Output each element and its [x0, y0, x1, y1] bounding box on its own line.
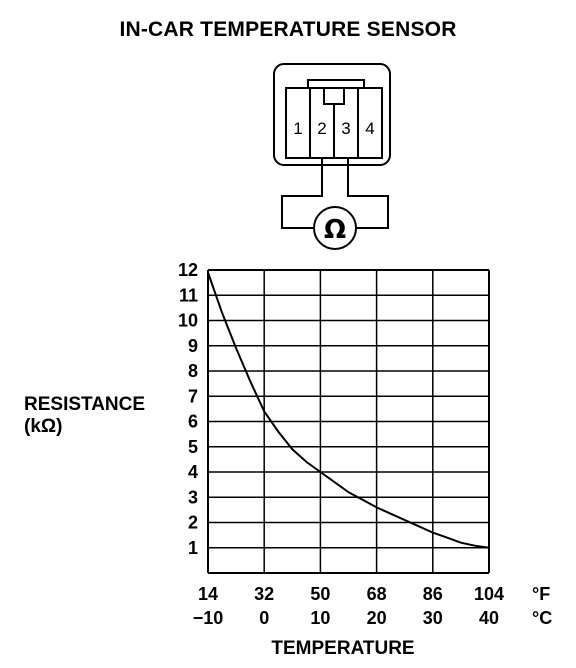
- resistance-curve: [207, 272, 490, 549]
- y-tick-label: 2: [188, 513, 198, 533]
- y-tick-label: 5: [188, 437, 198, 457]
- pin-label-3: 3: [341, 119, 350, 138]
- y-tick-label: 8: [188, 361, 198, 381]
- y-tick-label: 9: [188, 336, 198, 356]
- x-tick-labels: 14 −10 32 0 50 10 68 20 86 30 104 40: [193, 584, 504, 628]
- ohmmeter-symbol: Ω: [324, 215, 346, 245]
- y-axis-title-line1: RESISTANCE: [24, 394, 145, 415]
- y-tick-label: 1: [188, 538, 198, 558]
- y-tick-label: 3: [188, 487, 198, 507]
- x-tick-label-celsius: 0: [259, 608, 269, 628]
- pin-label-2: 2: [317, 119, 326, 138]
- y-tick-label: 7: [188, 386, 198, 406]
- connector-diagram: [273, 63, 391, 250]
- x-tick-label-fahrenheit: 50: [310, 584, 330, 604]
- pin-label-4: 4: [365, 119, 374, 138]
- x-tick-label-fahrenheit: 68: [367, 584, 387, 604]
- y-tick-label: 4: [188, 462, 198, 482]
- x-tick-label-celsius: 40: [479, 608, 499, 628]
- chart-grid: [207, 269, 490, 574]
- test-lead-right: [347, 158, 389, 229]
- y-tick-label: 6: [188, 412, 198, 432]
- x-tick-label-celsius: −10: [193, 608, 224, 628]
- y-axis-title-line2: (kΩ): [24, 416, 62, 437]
- ohmmeter-icon: [313, 206, 357, 250]
- x-axis-title: TEMPERATURE: [271, 638, 414, 659]
- x-tick-label-fahrenheit: 104: [474, 584, 504, 604]
- y-tick-label: 12: [178, 260, 198, 280]
- pin-label-1: 1: [293, 119, 302, 138]
- x-tick-label-celsius: 10: [310, 608, 330, 628]
- x-unit-celsius: °C: [532, 608, 552, 628]
- connector-latch: [307, 79, 365, 88]
- x-unit-fahrenheit: °F: [532, 584, 550, 604]
- x-tick-label-fahrenheit: 14: [198, 584, 218, 604]
- page-title: IN-CAR TEMPERATURE SENSOR: [119, 18, 457, 41]
- x-tick-label-celsius: 30: [423, 608, 443, 628]
- x-tick-label-fahrenheit: 86: [423, 584, 443, 604]
- y-tick-label: 10: [178, 311, 198, 331]
- test-lead-left: [281, 158, 323, 229]
- connector-key: [323, 88, 345, 105]
- x-tick-label-fahrenheit: 32: [254, 584, 274, 604]
- y-tick-label: 11: [179, 285, 198, 305]
- x-tick-label-celsius: 20: [367, 608, 387, 628]
- connector-housing: [273, 63, 391, 166]
